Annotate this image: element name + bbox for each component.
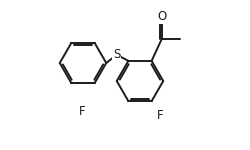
Text: S: S	[113, 48, 120, 61]
Text: F: F	[157, 109, 164, 122]
Text: F: F	[79, 105, 86, 118]
Text: O: O	[157, 10, 166, 23]
